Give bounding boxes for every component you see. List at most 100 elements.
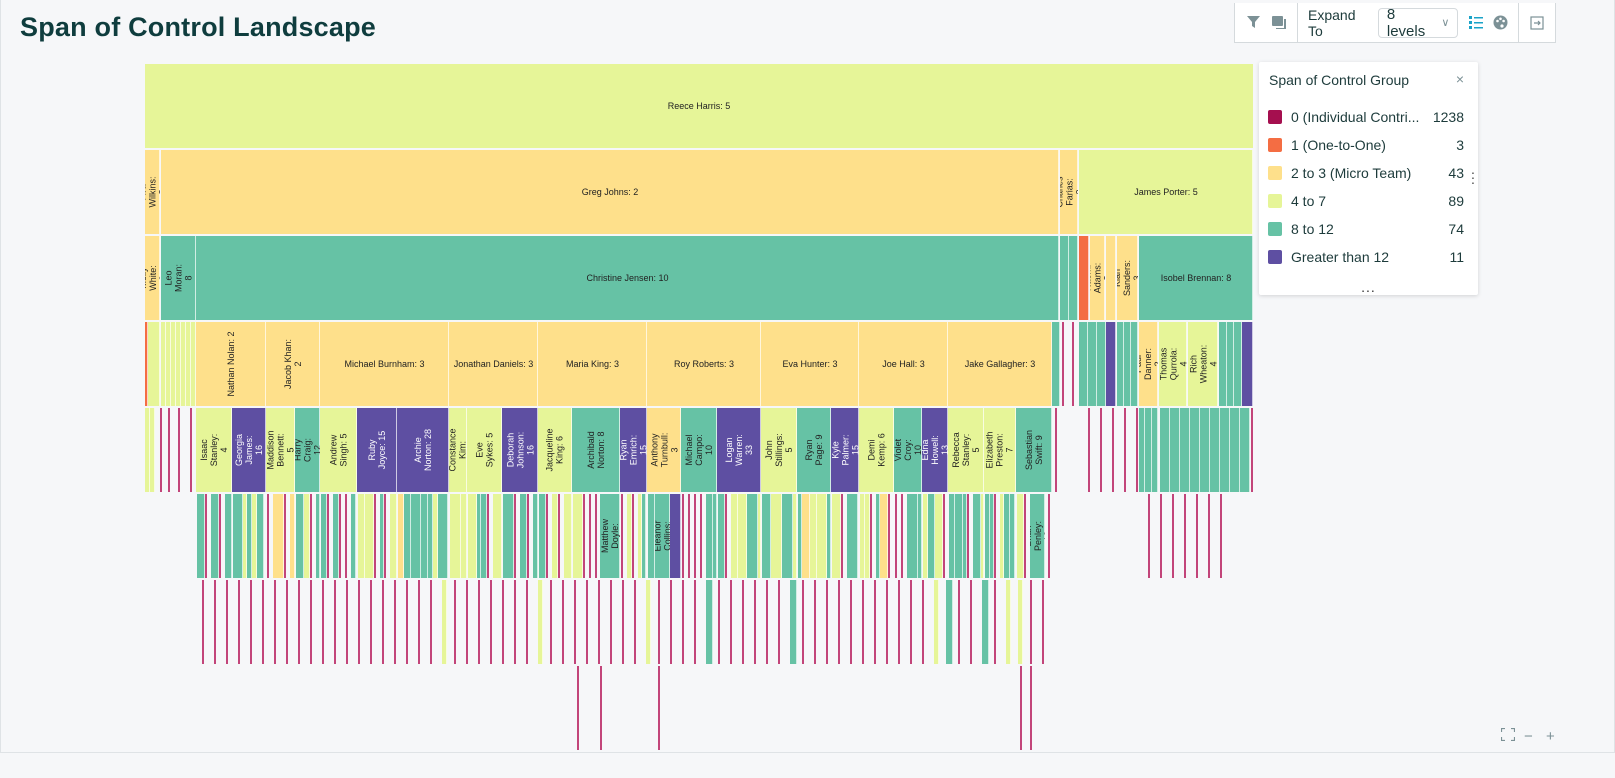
icicle-node-leaf[interactable] [970, 580, 972, 664]
icicle-node[interactable] [771, 494, 782, 578]
icicle-node-leaf[interactable] [558, 494, 560, 578]
icicle-node-leaf[interactable] [1055, 408, 1057, 492]
icicle-node-leaf[interactable] [327, 494, 329, 578]
icicle-node-labeled[interactable]: Maddison Bennett: 5 [266, 408, 295, 492]
icicle-node-leaf[interactable] [598, 580, 600, 664]
icicle-node-leaf[interactable] [895, 494, 897, 578]
icicle-node-labeled[interactable]: John Stillings: 5 [761, 408, 797, 492]
icicle-node[interactable] [145, 408, 150, 492]
icicle-node-labeled[interactable]: Ava Wilkins: 2 [145, 150, 160, 234]
icicle-node-leaf[interactable] [589, 494, 591, 578]
icicle-node[interactable] [181, 322, 186, 406]
icicle-node-labeled[interactable]: Anthony Turnbull: 3 [647, 408, 681, 492]
icicle-node-leaf[interactable] [1220, 494, 1222, 578]
icicle-node-leaf[interactable] [826, 580, 828, 664]
icicle-node-leaf[interactable] [226, 580, 228, 664]
icicle-node-leaf[interactable] [658, 580, 660, 664]
icicle-node[interactable] [450, 494, 461, 578]
icicle-node[interactable] [985, 494, 990, 578]
icicle-node[interactable] [150, 408, 155, 492]
icicle-node[interactable] [247, 494, 252, 578]
icicle-node-leaf[interactable] [1030, 580, 1032, 664]
icicle-node-leaf[interactable] [310, 580, 312, 664]
icicle-node[interactable] [273, 494, 284, 578]
icicle-node-leaf[interactable] [274, 580, 276, 664]
icicle-node[interactable] [390, 494, 397, 578]
icicle-node-leaf[interactable] [621, 494, 623, 578]
icicle-node[interactable] [827, 494, 831, 578]
icicle-node-leaf[interactable] [430, 580, 432, 664]
icicle-node[interactable] [802, 494, 810, 578]
icicle-node-leaf[interactable] [370, 580, 372, 664]
icicle-node-labeled[interactable]: Molly White: 3 [145, 236, 160, 320]
icicle-node-leaf[interactable] [205, 494, 207, 578]
icicle-node[interactable] [793, 494, 797, 578]
icicle-node-labeled[interactable]: Brian Penley: 10 [1030, 494, 1045, 578]
icicle-node[interactable] [290, 494, 295, 578]
icicle-node-leaf[interactable] [898, 580, 900, 664]
icicle-node[interactable] [428, 494, 433, 578]
legend-item[interactable]: 1 (One-to-One) 3 [1268, 135, 1464, 155]
legend-item[interactable]: 0 (Individual Contri... 1238 [1268, 107, 1464, 127]
icicle-node-leaf[interactable] [1112, 408, 1114, 492]
icicle-node[interactable] [731, 494, 738, 578]
icicle-node[interactable] [438, 494, 448, 578]
icicle-node[interactable] [1097, 322, 1106, 406]
icicle-node[interactable] [564, 494, 572, 578]
icicle-node[interactable] [1106, 236, 1116, 320]
icicle-node[interactable] [481, 494, 487, 578]
icicle-node-labeled[interactable]: Nathan Nolan: 2 [196, 322, 266, 406]
icicle-node-leaf[interactable] [1100, 408, 1102, 492]
icicle-node-leaf[interactable] [487, 494, 489, 578]
icicle-node-leaf[interactable] [694, 494, 696, 578]
icicle-node-leaf[interactable] [160, 408, 162, 492]
icicle-node[interactable] [706, 580, 713, 664]
icicle-node-leaf[interactable] [754, 580, 756, 664]
more-options-icon[interactable]: · · · [1470, 164, 1476, 190]
filter-icon[interactable] [1245, 15, 1261, 31]
zoom-out-button[interactable]: − [1524, 728, 1533, 745]
icicle-node-leaf[interactable] [454, 580, 456, 664]
icicle-node-leaf[interactable] [334, 580, 336, 664]
icicle-node[interactable] [166, 322, 171, 406]
icicle-node-leaf[interactable] [1062, 322, 1064, 406]
legend-item[interactable]: Greater than 12 11 [1268, 247, 1464, 267]
icicle-node-leaf[interactable] [841, 494, 843, 578]
icicle-node-leaf[interactable] [682, 580, 684, 664]
icicle-node[interactable] [1151, 408, 1158, 492]
icicle-node-leaf[interactable] [922, 580, 924, 664]
icicle-node-labeled[interactable]: Maria King: 3 [538, 322, 647, 406]
icicle-node[interactable] [738, 494, 747, 578]
icicle-node-labeled[interactable]: Archibald Norton: 8 [572, 408, 620, 492]
comments-icon[interactable] [1271, 15, 1287, 31]
icicle-node-labeled[interactable]: Rebecca Stanley: 5 [948, 408, 984, 492]
icicle-node-leaf[interactable] [632, 494, 634, 578]
icicle-node-leaf[interactable] [502, 580, 504, 664]
icicle-node-leaf[interactable] [339, 494, 341, 578]
icicle-node-labeled[interactable]: Kian Sanders: 3 [1117, 236, 1138, 320]
icicle-node[interactable] [411, 494, 421, 578]
icicle-node[interactable] [186, 322, 191, 406]
icicle-node-leaf[interactable] [1148, 494, 1150, 578]
icicle-node-labeled[interactable]: Sebastian Swift: 9 [1016, 408, 1052, 492]
icicle-node-labeled[interactable]: Paul Danner: 2 [1139, 322, 1158, 406]
icicle-node[interactable] [747, 494, 758, 578]
icicle-node-leaf[interactable] [688, 494, 690, 578]
icicle-node[interactable] [642, 494, 646, 578]
icicle-node[interactable] [638, 494, 642, 578]
icicle-node[interactable] [1079, 322, 1088, 406]
icicle-node-leaf[interactable] [682, 494, 684, 578]
icicle-node-labeled[interactable]: Naomi Adams: 2 [1090, 236, 1105, 320]
icicle-node[interactable] [257, 494, 264, 578]
icicle-node-leaf[interactable] [577, 666, 579, 750]
icicle-node[interactable] [433, 494, 438, 578]
icicle-node-leaf[interactable] [725, 494, 727, 578]
icicle-node-labeled[interactable]: Roy Roberts: 3 [647, 322, 761, 406]
icicle-node-labeled[interactable]: Elizabeth Preston: 7 [984, 408, 1016, 492]
icicle-node[interactable] [1234, 322, 1242, 406]
icicle-node[interactable] [1106, 322, 1116, 406]
icicle-node[interactable] [316, 494, 320, 578]
icicle-node[interactable] [627, 494, 632, 578]
icicle-node-leaf[interactable] [406, 580, 408, 664]
icicle-node[interactable] [1088, 322, 1097, 406]
